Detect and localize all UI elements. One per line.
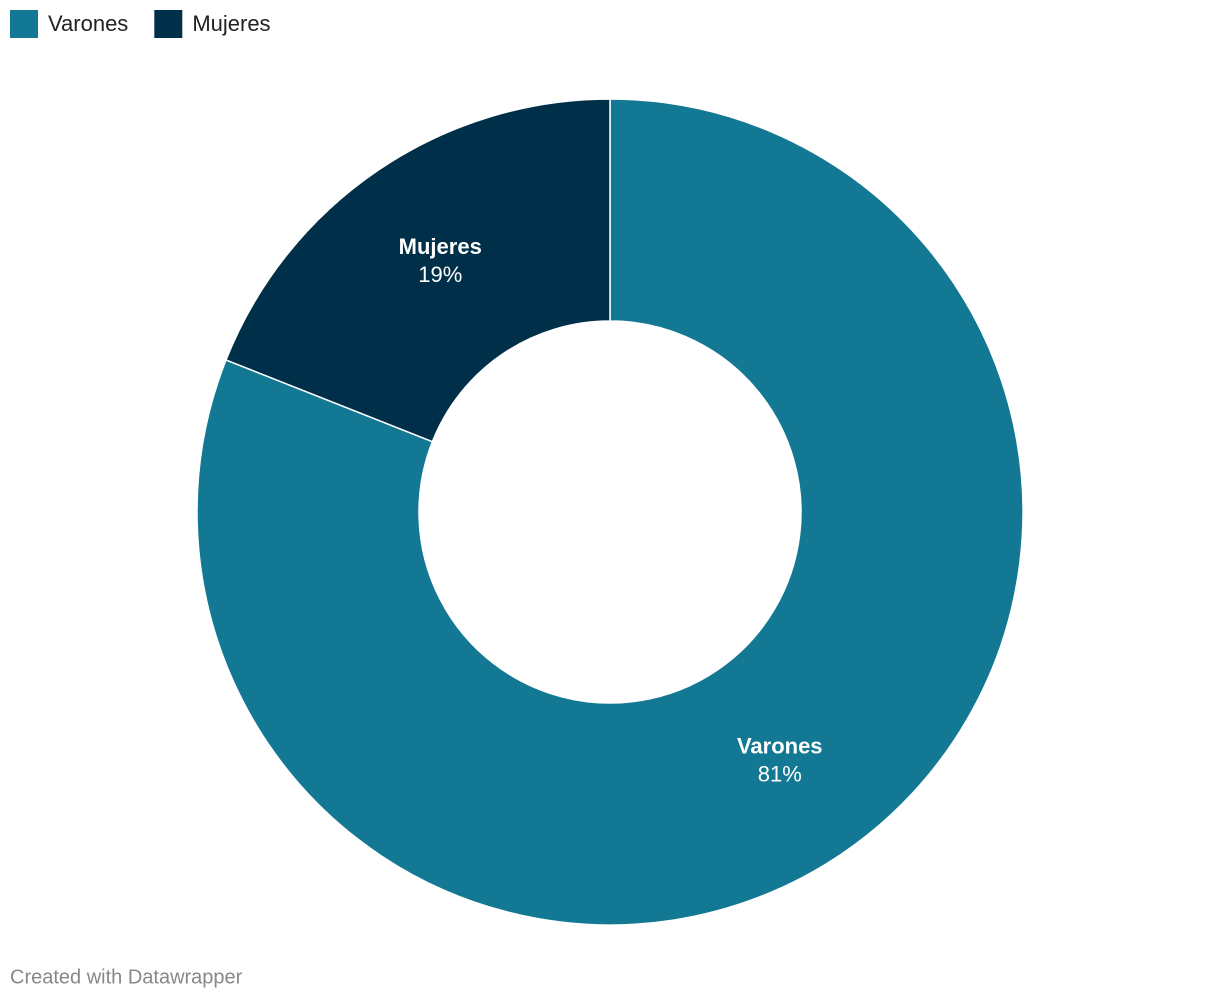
donut-slice (225, 98, 611, 443)
legend-swatch (10, 10, 38, 38)
slice-label: Varones (737, 734, 823, 759)
legend-swatch (154, 10, 183, 38)
legend-label: Mujeres (192, 11, 270, 36)
slice-value: 19% (418, 262, 462, 287)
footer: Created with Datawrapper (10, 966, 243, 988)
legend-label: Varones (48, 11, 128, 36)
slice-label: Mujeres (399, 234, 482, 259)
slice-value: 81% (758, 762, 802, 787)
donut-slice (196, 98, 1024, 926)
